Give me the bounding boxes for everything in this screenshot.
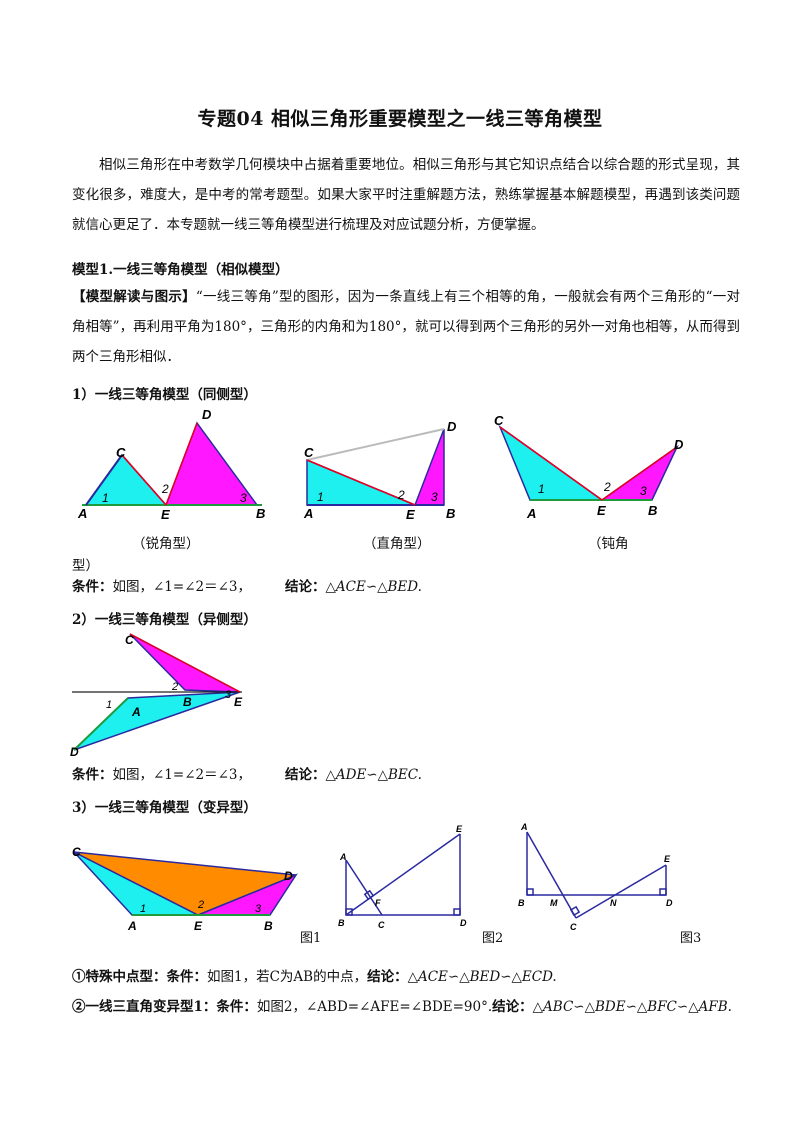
angle-label: 1 — [140, 903, 146, 915]
point-label: A — [303, 506, 313, 521]
caption-obtuse: （钝角 — [588, 536, 629, 552]
figure-1: C D A E B 1 2 3 — [72, 845, 298, 933]
part2-figure: C D A B E 1 2 3 — [70, 633, 243, 759]
figure-3 — [526, 831, 667, 919]
figure-right: A B C D E 1 2 3 — [303, 419, 457, 522]
point-label: D — [447, 419, 457, 434]
model1-heading: 模型1.一线三等角模型（相似模型） — [72, 262, 289, 278]
point-label: C — [125, 633, 134, 647]
point-label: D — [674, 437, 684, 452]
part3-heading: 3）一线三等角模型（变异型） — [72, 800, 257, 816]
angle-label: 2 — [171, 681, 178, 693]
point-label: C — [570, 922, 577, 932]
triangle-ade — [73, 691, 241, 751]
figure-label-1: 图1 — [300, 931, 322, 946]
part1-figures: A B C D E 1 2 3 A B C D E 1 2 3 A B C D … — [77, 407, 684, 522]
angle-label: 2 — [197, 899, 204, 911]
explain-text: “一线三等角”型的图形，因为一条直线上有三个相等的角，一般就会有两个三角形的“一… — [72, 289, 740, 365]
point-label: C — [494, 413, 504, 428]
point-label: D — [202, 407, 212, 422]
point-label: D — [666, 898, 673, 908]
point-label: B — [446, 506, 455, 521]
angle-label: 1 — [538, 482, 545, 496]
angle-label: 2 — [161, 482, 169, 496]
part3-figures: C D A E B 1 2 3 A B C D E F A B C D E M … — [72, 822, 673, 933]
point-label: A — [520, 822, 528, 832]
point-label: B — [518, 898, 525, 908]
angle-label: 1 — [102, 491, 109, 505]
part2-heading: 2）一线三等角模型（异侧型） — [72, 612, 257, 628]
point-label: B — [338, 918, 345, 928]
page-title: 专题04 相似三角形重要模型之一线三等角模型 — [197, 108, 603, 130]
point-label: D — [70, 745, 79, 759]
point-label: B — [183, 695, 192, 709]
point-label: E — [456, 824, 463, 834]
angle-label: 1 — [106, 699, 112, 711]
angle-label: 1 — [317, 490, 324, 504]
point-label: N — [610, 898, 617, 908]
intro-paragraph: 相似三角形在中考数学几何模块中占据着重要地位。相似三角形与其它知识点结合以综合题… — [72, 157, 740, 233]
point-label: D — [460, 918, 467, 928]
point-label: B — [648, 503, 657, 518]
case2: ②一线三直角变异型1：条件：如图2，∠ABD=∠AFE=∠BDE=90°.结论：… — [72, 999, 732, 1015]
caption-obtuse-wrap: 型） — [72, 558, 99, 574]
point-label: B — [264, 919, 273, 933]
model1-explain: 【模型解读与图示】“一线三等角”型的图形，因为一条直线上有三个相等的角，一般就会… — [72, 282, 740, 372]
case1: ①特殊中点型：条件：如图1，若C为AB的中点，结论：△ACE∽△BED∽△ECD… — [72, 969, 557, 985]
angle-label: 3 — [240, 491, 247, 505]
part1-heading: 1）一线三等角模型（同侧型） — [72, 387, 257, 403]
point-label: A — [526, 506, 536, 521]
angle-label: 2 — [397, 488, 405, 502]
point-label: C — [378, 920, 385, 930]
part1-conclusion: 结论：△ACE∽△BED. — [285, 579, 422, 595]
caption-right: （直角型） — [363, 536, 431, 552]
angle-label: 3 — [640, 484, 647, 498]
point-label: B — [256, 506, 265, 521]
point-label: C — [304, 445, 314, 460]
point-label: D — [284, 869, 293, 883]
point-label: A — [131, 705, 141, 719]
point-label: A — [77, 506, 87, 521]
point-label: C — [72, 845, 81, 859]
point-label: E — [161, 507, 170, 522]
point-label: E — [664, 854, 671, 864]
caption-acute: （锐角型） — [132, 536, 200, 552]
point-label: A — [339, 852, 347, 862]
part1-condition: 条件：如图，∠1=∠2＝∠3， — [72, 579, 252, 595]
figure-label-3: 图3 — [680, 931, 702, 946]
angle-label: 3 — [225, 689, 232, 701]
point-label: F — [375, 898, 381, 908]
triangle-ace — [84, 453, 168, 506]
part2-condition: 条件：如图，∠1=∠2＝∠3， — [72, 767, 252, 783]
point-label: E — [406, 507, 415, 522]
part2-conclusion: 结论：△ADE∽△BEC. — [285, 767, 422, 783]
triangle-bed — [413, 428, 445, 506]
figure-acute: A B C D E 1 2 3 — [77, 407, 265, 522]
point-label: E — [234, 695, 243, 709]
point-label: E — [194, 919, 203, 933]
explain-label: 【模型解读与图示】 — [72, 289, 196, 305]
point-label: A — [127, 919, 137, 933]
angle-label: 2 — [603, 480, 611, 494]
figure-label-2: 图2 — [482, 931, 504, 946]
figure-obtuse: A B C D E 1 2 3 — [494, 413, 684, 521]
point-label: E — [597, 503, 606, 518]
angle-label: 3 — [255, 903, 262, 915]
angle-label: 3 — [431, 490, 438, 504]
figure-2 — [345, 833, 461, 916]
point-label: M — [550, 898, 558, 908]
point-label: C — [116, 445, 126, 460]
